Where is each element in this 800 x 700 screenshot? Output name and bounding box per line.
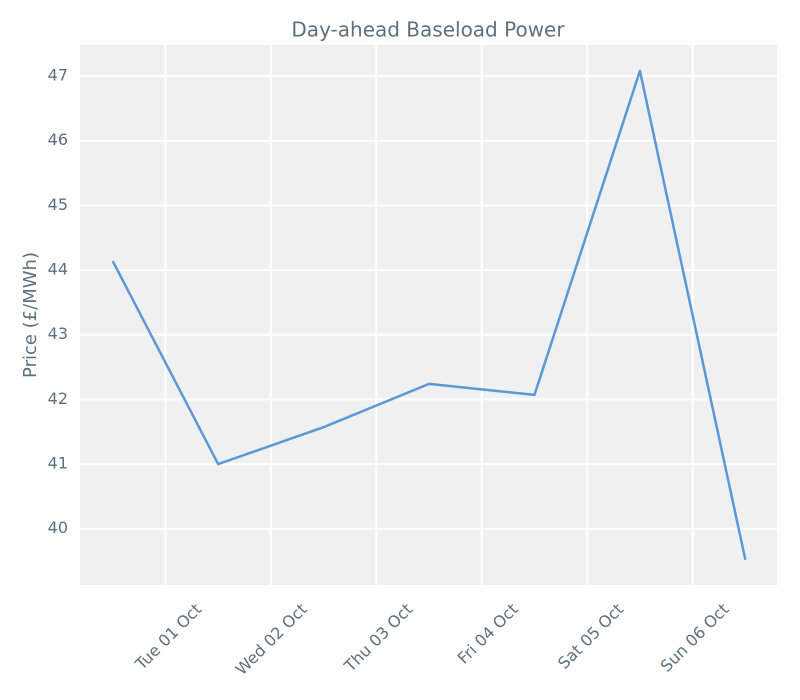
- y-axis-label: Price (£/MWh): [20, 252, 41, 378]
- x-tick-label: Fri 04 Oct: [454, 600, 522, 668]
- plot-area: [80, 45, 777, 585]
- x-tick-label: Thu 03 Oct: [340, 600, 417, 677]
- x-tick-label: Tue 01 Oct: [131, 600, 206, 675]
- y-tick-label: 41: [48, 454, 68, 473]
- y-tick-label: 42: [48, 389, 68, 408]
- x-tick-label: Sat 05 Oct: [554, 600, 627, 673]
- chart-title: Day-ahead Baseload Power: [291, 18, 565, 42]
- y-tick-label: 44: [48, 260, 68, 279]
- x-tick-label: Sun 06 Oct: [657, 600, 733, 676]
- y-tick-label: 47: [48, 66, 68, 85]
- y-tick-label: 45: [48, 195, 68, 214]
- line: [111, 69, 747, 561]
- y-tick-label: 46: [48, 130, 68, 149]
- x-tick-label: Wed 02 Oct: [232, 600, 311, 679]
- y-tick-label: 43: [48, 324, 68, 343]
- y-tick-label: 40: [48, 518, 68, 537]
